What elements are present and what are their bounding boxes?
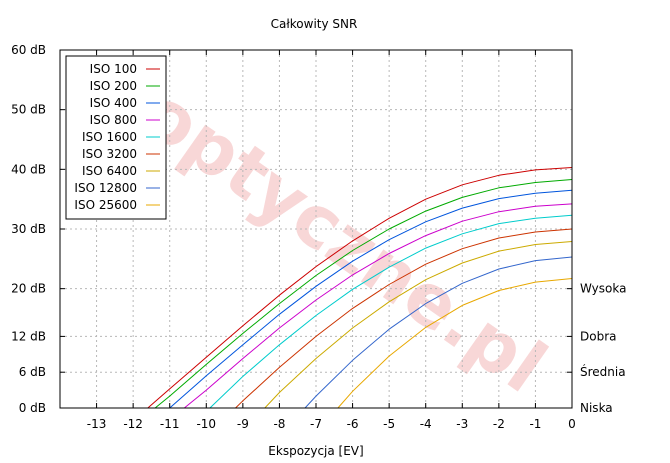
y-tick-label: 50 dB <box>11 103 46 117</box>
x-tick-label: -10 <box>196 417 216 431</box>
legend-label: ISO 12800 <box>74 181 137 195</box>
legend-label: ISO 6400 <box>82 164 137 178</box>
legend-label: ISO 25600 <box>74 198 137 212</box>
series-line <box>169 189 573 409</box>
x-tick-label: -5 <box>383 417 395 431</box>
legend-label: ISO 400 <box>90 96 137 110</box>
axis-ticks: -13 -12 -11 -10 -9 -8 -7 -6 -5 -4 -3 -2 -1 00 dB6 dB1… <box>11 43 626 431</box>
x-tick-label: -11 <box>160 417 180 431</box>
y-right-tick-label: Wysoka <box>580 282 626 296</box>
series-line <box>264 241 573 409</box>
legend-label: ISO 3200 <box>82 147 137 161</box>
x-axis-label: Ekspozycja [EV] <box>268 444 363 458</box>
x-tick-label: -1 <box>529 417 541 431</box>
x-tick-label: -13 <box>87 417 107 431</box>
x-tick-label: -3 <box>456 417 468 431</box>
y-right-tick-label: Średnia <box>580 364 626 379</box>
series-line <box>154 179 573 409</box>
y-tick-label: 12 dB <box>11 329 46 343</box>
series-line <box>337 278 573 409</box>
chart-title: Całkowity SNR <box>271 17 358 31</box>
x-tick-label: -12 <box>123 417 143 431</box>
series-line <box>147 167 573 409</box>
legend-label: ISO 1600 <box>82 130 137 144</box>
x-tick-label: -8 <box>273 417 285 431</box>
y-right-tick-label: Dobra <box>580 329 617 343</box>
legend: ISO 100 ISO 200 ISO 400 ISO 800 ISO 1600 ISO … <box>65 55 167 220</box>
series-layer <box>147 167 573 409</box>
y-tick-label: 40 dB <box>11 162 46 176</box>
y-tick-label: 6 dB <box>19 365 46 379</box>
legend-label: ISO 100 <box>90 62 137 76</box>
y-tick-label: 60 dB <box>11 43 46 57</box>
y-tick-label: 30 dB <box>11 222 46 236</box>
watermark: optyczne.pl <box>127 70 561 409</box>
series-line <box>209 214 573 409</box>
series-line <box>304 256 573 409</box>
x-tick-label: 0 <box>568 417 576 431</box>
series-line <box>183 203 573 409</box>
x-tick-label: -2 <box>493 417 505 431</box>
series-line <box>235 228 573 409</box>
x-tick-label: -6 <box>347 417 359 431</box>
legend-label: ISO 800 <box>90 113 137 127</box>
x-tick-label: -7 <box>310 417 322 431</box>
x-tick-label: -9 <box>237 417 249 431</box>
y-tick-label: 0 dB <box>19 401 46 415</box>
y-tick-label: 20 dB <box>11 282 46 296</box>
y-right-tick-label: Niska <box>580 401 613 415</box>
legend-label: ISO 200 <box>90 79 137 93</box>
x-tick-label: -4 <box>420 417 432 431</box>
